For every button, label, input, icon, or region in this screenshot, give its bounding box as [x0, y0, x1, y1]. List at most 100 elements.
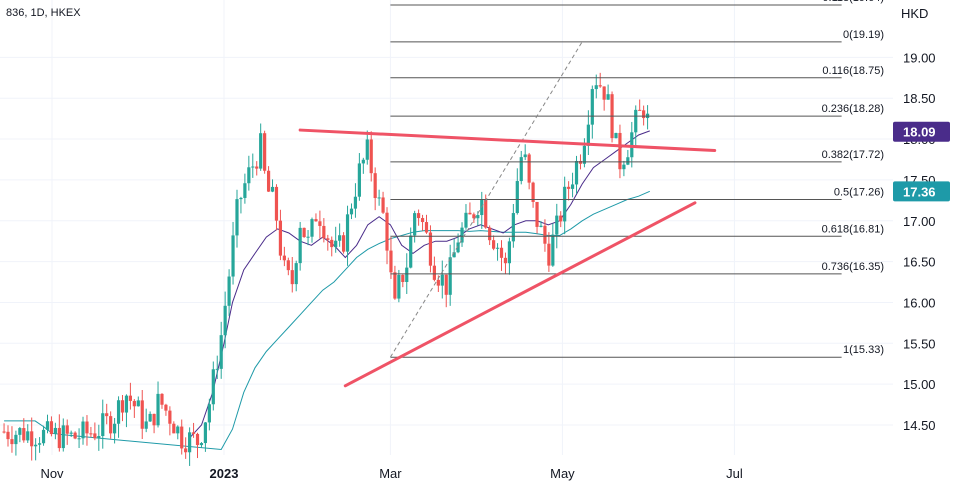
candle-up — [448, 257, 452, 295]
candle-up — [136, 400, 140, 407]
candle-down — [472, 214, 476, 219]
candle-up — [456, 242, 460, 253]
candle-down — [191, 432, 196, 434]
grid — [0, 0, 893, 455]
fib-level-label: 0.382(17.72) — [822, 149, 884, 161]
candle-down — [164, 404, 168, 411]
candle-up — [211, 369, 215, 405]
fib-level-label: 0(19.19) — [843, 29, 884, 41]
candle-down — [120, 400, 125, 413]
candle-up — [353, 196, 358, 209]
candle-down — [428, 232, 433, 266]
candle-up — [626, 157, 630, 165]
candle-up — [555, 215, 559, 235]
currency-label: HKD — [901, 6, 928, 21]
candle-down — [326, 238, 330, 240]
candle-up — [590, 89, 594, 125]
candle-down — [318, 221, 322, 226]
trendline-resistance[interactable] — [298, 128, 717, 152]
price-tag — [893, 181, 950, 202]
candle-down — [559, 215, 563, 222]
x-tick-label: 2023 — [210, 466, 239, 481]
candle-up — [69, 432, 73, 434]
candle-up — [582, 145, 587, 164]
candle-up — [345, 214, 350, 252]
candle-down — [30, 431, 34, 447]
candle-up — [495, 247, 500, 249]
candle-down — [314, 219, 318, 222]
candle-up — [235, 199, 239, 236]
candle-up — [144, 421, 148, 429]
candle-down — [10, 439, 14, 445]
candle-up — [539, 225, 543, 227]
fib-level-label: 0.618(16.81) — [822, 223, 884, 235]
candle-up — [97, 436, 101, 439]
candle-up — [26, 431, 30, 441]
fib-level-label: 1(15.33) — [843, 344, 884, 356]
candle-up — [188, 432, 192, 453]
ma-short-line — [189, 130, 650, 438]
candle-down — [444, 274, 448, 295]
y-tick-label: 17.00 — [903, 214, 936, 229]
candle-down — [527, 154, 531, 183]
candle-down — [330, 239, 334, 248]
candle-down — [286, 260, 290, 271]
candle-down — [341, 235, 346, 252]
candle-down — [420, 218, 425, 223]
y-tick-label: 15.50 — [903, 336, 936, 351]
candle-up — [606, 94, 610, 100]
candle-down — [105, 413, 109, 417]
candle-down — [168, 410, 172, 424]
candle-down — [22, 428, 26, 441]
moving-averages — [4, 130, 651, 451]
candle-down — [393, 272, 397, 299]
trendlines[interactable] — [298, 128, 717, 388]
candle-up — [101, 413, 105, 437]
candle-up — [440, 274, 444, 286]
candle-down — [642, 110, 646, 119]
candle-up — [405, 267, 409, 283]
candle-down — [195, 433, 200, 446]
price-tag-label: 17.36 — [903, 184, 936, 199]
axes: 19.0018.5018.0017.5017.0016.5016.0015.50… — [40, 50, 950, 481]
candle-down — [618, 132, 622, 170]
candle-up — [223, 305, 227, 336]
candle-down — [567, 186, 571, 189]
candle-up — [199, 443, 204, 446]
candle-up — [413, 213, 417, 236]
candle-up — [574, 160, 579, 185]
candle-up — [227, 276, 231, 306]
candle-down — [128, 395, 132, 401]
candle-up — [113, 423, 117, 434]
candle-up — [634, 109, 638, 133]
candle-down — [184, 448, 188, 453]
candle-down — [369, 139, 373, 174]
fib-level-label: 0.236(18.28) — [822, 103, 884, 115]
y-tick-label: 18.50 — [903, 91, 936, 106]
candle-up — [14, 434, 18, 445]
candle-up — [251, 166, 255, 168]
price-tag-label: 18.09 — [903, 125, 936, 140]
x-tick-label: May — [550, 466, 575, 481]
candle-down — [278, 220, 283, 256]
candle-down — [543, 225, 547, 244]
candle-up — [45, 421, 50, 430]
x-tick-label: Mar — [379, 466, 402, 481]
candle-down — [274, 186, 279, 221]
candle-down — [385, 212, 389, 251]
x-tick-label: Jul — [726, 466, 743, 481]
fibonacci-retracement[interactable]: 0.118(19.64) 0(19.19) 0.116(18.75) 0.236(18… — [389, 0, 884, 358]
candle-up — [551, 234, 555, 266]
candle-up — [519, 157, 523, 182]
candles — [2, 72, 650, 466]
candle-down — [65, 425, 69, 434]
trendline-support[interactable] — [343, 201, 697, 388]
ma-long-line — [4, 190, 651, 451]
candle-up — [586, 124, 590, 146]
candle-up — [124, 395, 129, 413]
candle-down — [484, 199, 488, 228]
candle-up — [377, 197, 381, 199]
candle-down — [547, 243, 551, 266]
candle-down — [417, 213, 421, 219]
